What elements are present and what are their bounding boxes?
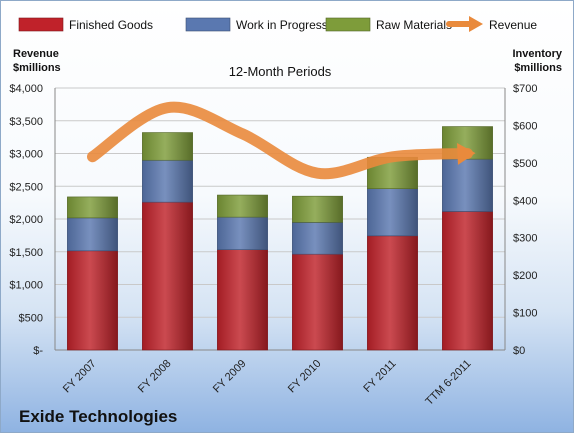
revenue-arrowhead (457, 142, 476, 165)
x-tick-label: FY 2009 (211, 358, 249, 396)
left-tick-label: $- (33, 345, 43, 357)
bar-segment (142, 132, 193, 161)
legend-label: Work in Progress (236, 18, 328, 32)
right-tick-label: $300 (513, 233, 537, 245)
bar-segment (367, 188, 418, 237)
revenue-line (87, 101, 473, 180)
bar-segment (142, 159, 193, 203)
x-tick-label: TTM 6-2011 (423, 358, 473, 408)
bar-segment (217, 249, 268, 351)
bar-segment (142, 201, 193, 351)
left-tick-label: $2,000 (9, 214, 43, 226)
right-tick-label: $500 (513, 158, 537, 170)
bar-segment (217, 194, 268, 218)
legend-label: Raw Materials (376, 18, 452, 32)
right-tick-label: $600 (513, 120, 537, 132)
bar-segment (292, 195, 343, 223)
bar-segment (67, 196, 118, 219)
right-axis-label: Inventory (512, 48, 562, 60)
company-name: Exide Technologies (19, 407, 178, 426)
left-tick-label: $2,500 (9, 181, 43, 193)
right-tick-label: $0 (513, 345, 525, 357)
right-axis-label: $millions (514, 62, 562, 74)
x-tick-label: FY 2007 (61, 358, 99, 396)
legend-swatch (325, 17, 371, 32)
left-tick-label: $4,000 (9, 83, 43, 95)
legend-swatch (185, 17, 231, 32)
left-axis-label: $millions (13, 62, 61, 74)
right-tick-label: $400 (513, 195, 537, 207)
chart-title: 12-Month Periods (229, 64, 332, 79)
left-tick-label: $1,000 (9, 280, 43, 292)
bar-segment (367, 235, 418, 351)
right-tick-label: $200 (513, 270, 537, 282)
left-axis-label: Revenue (13, 48, 59, 60)
bar-segment (442, 158, 493, 212)
bar-segment (67, 250, 118, 351)
right-tick-label: $700 (513, 83, 537, 95)
left-tick-label: $3,000 (9, 149, 43, 161)
x-tick-label: FY 2010 (286, 358, 324, 396)
bar-segment (292, 222, 343, 255)
legend-swatch (18, 17, 64, 32)
right-tick-label: $100 (513, 308, 537, 320)
legend-swatch (469, 16, 483, 32)
legend-label: Revenue (489, 18, 537, 32)
x-tick-label: FY 2011 (361, 358, 398, 395)
bar-segment (217, 216, 268, 250)
bar-segment (442, 211, 493, 351)
x-tick-label: FY 2008 (136, 358, 174, 396)
bar-segment (67, 217, 118, 252)
left-tick-label: $1,500 (9, 247, 43, 259)
bar-segment (292, 253, 343, 351)
left-tick-label: $3,500 (9, 116, 43, 128)
left-tick-label: $500 (19, 312, 43, 324)
legend-label: Finished Goods (69, 18, 153, 32)
